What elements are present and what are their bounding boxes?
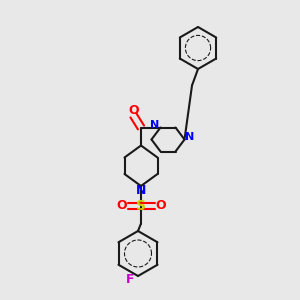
- Text: O: O: [155, 199, 166, 212]
- Text: S: S: [136, 199, 146, 212]
- Text: N: N: [136, 184, 146, 197]
- Text: N: N: [185, 132, 194, 142]
- Text: O: O: [116, 199, 127, 212]
- Text: O: O: [128, 104, 139, 118]
- Text: N: N: [151, 120, 160, 130]
- Text: F: F: [126, 272, 135, 286]
